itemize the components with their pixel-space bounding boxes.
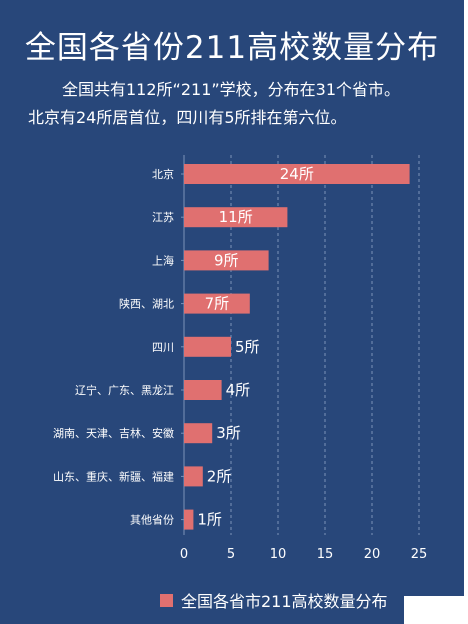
x-tick-label: 5 (227, 547, 235, 562)
legend-label: 全国各省市211高校数量分布 (181, 592, 388, 611)
x-tick-label: 20 (364, 547, 381, 562)
summary-line-2: 北京有24所居首位，四川有5所排在第六位。 (28, 108, 347, 127)
data-label: 1所 (197, 511, 222, 529)
data-label: 5所 (235, 338, 260, 356)
bar (184, 380, 222, 400)
x-tick-label: 10 (270, 547, 287, 562)
summary-line-1: 全国共有112所“211”学校，分布在31个省市。 (62, 80, 401, 99)
chart-legend: 全国各省市211高校数量分布 (160, 588, 388, 612)
data-label: 2所 (207, 467, 232, 485)
data-label: 4所 (226, 381, 251, 399)
legend-swatch (160, 593, 173, 607)
bar (184, 466, 203, 487)
page-title: 全国各省份211高校数量分布 (24, 30, 440, 66)
data-label: 3所 (216, 424, 241, 442)
bar (184, 423, 213, 444)
data-label: 24所 (280, 165, 314, 183)
bar (184, 250, 269, 271)
bar (184, 207, 288, 228)
bar (184, 293, 250, 314)
category-label: 四川 (152, 341, 174, 354)
data-label: 11所 (219, 208, 253, 226)
category-label: 辽宁、广东、黑龙江 (75, 383, 174, 397)
category-label: 陕西、湖北 (119, 297, 174, 311)
category-label: 湖南、天津、吉林、安徽 (53, 426, 174, 440)
data-label: 7所 (205, 295, 230, 313)
x-tick-label: 0 (180, 547, 188, 562)
x-tick-label: 15 (317, 547, 334, 562)
bar (184, 164, 410, 184)
bar (184, 336, 231, 357)
category-label: 北京 (152, 167, 174, 181)
data-label: 9所 (214, 251, 239, 269)
bar (184, 509, 194, 530)
category-label: 江苏 (152, 211, 174, 224)
category-label: 山东、重庆、新疆、福建 (53, 469, 174, 483)
category-label: 上海 (152, 253, 174, 267)
corner-blank (404, 596, 468, 624)
x-tick-label: 25 (411, 547, 428, 562)
category-label: 其他省份 (130, 514, 174, 527)
